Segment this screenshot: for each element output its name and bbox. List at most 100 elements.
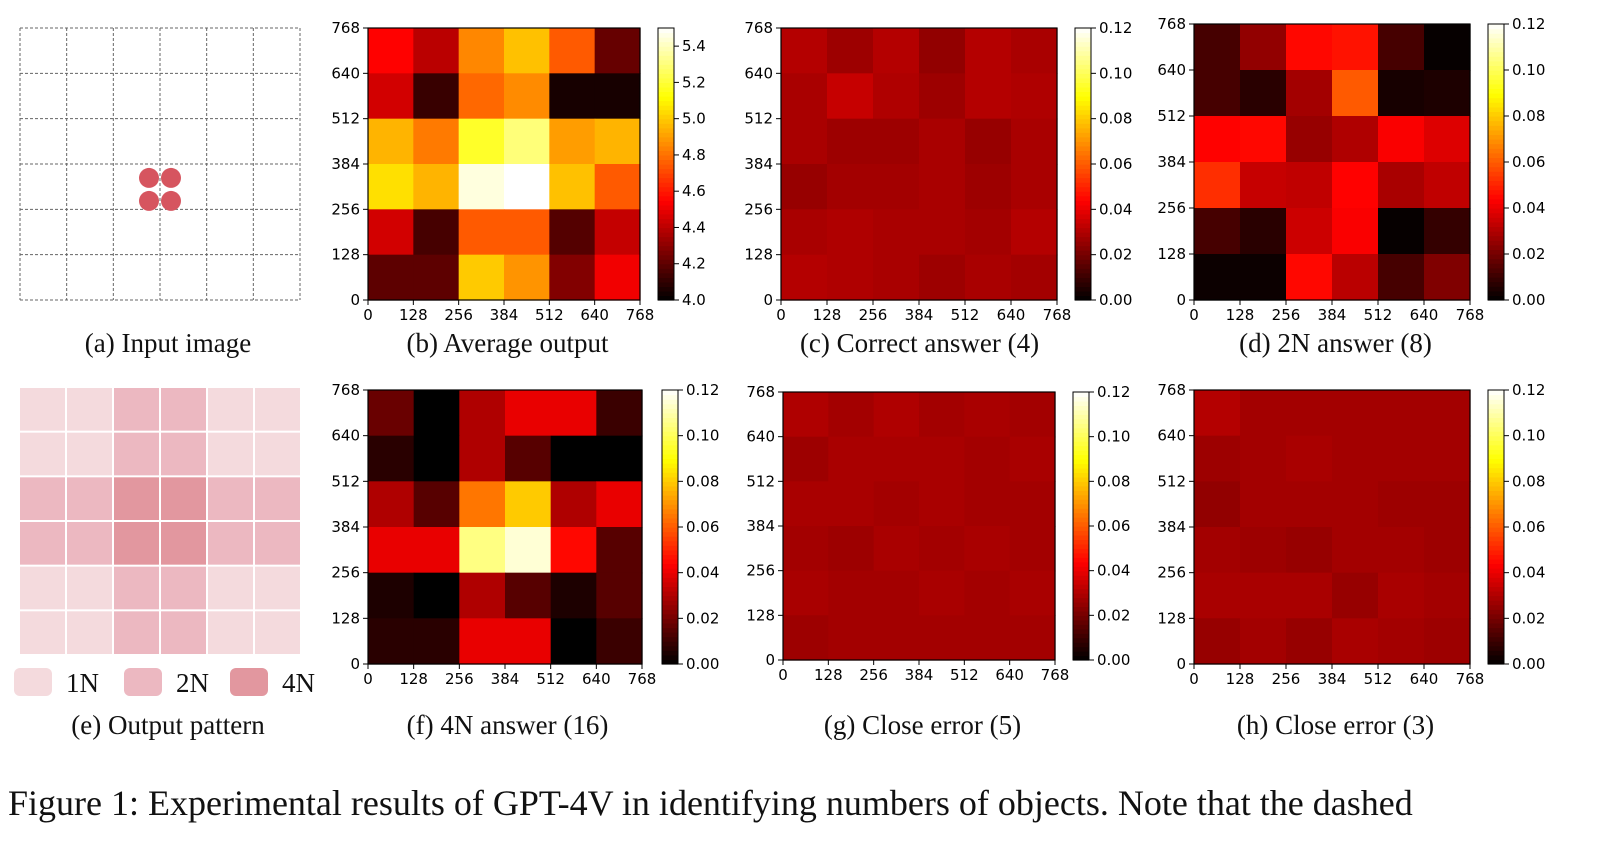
colorbar-segment <box>1488 563 1504 569</box>
colorbar-tick-label: 0.10 <box>1512 61 1545 79</box>
colorbar-tick-label: 4.6 <box>682 182 706 200</box>
colorbar-segment <box>1488 495 1504 501</box>
pattern-cell <box>255 566 300 610</box>
colorbar-tick-label: 0.02 <box>686 609 719 627</box>
colorbar-segment <box>662 463 678 469</box>
colorbar-segment <box>658 91 674 97</box>
colorbar-segment <box>1075 245 1091 251</box>
heatmap-cell <box>873 526 920 572</box>
heatmap-cell <box>1424 116 1471 163</box>
colorbar-tick-label: 0.12 <box>1099 19 1132 37</box>
y-tick-label: 640 <box>331 427 360 445</box>
colorbar-segment <box>662 554 678 560</box>
colorbar-segment <box>1075 213 1091 219</box>
colorbar-segment <box>658 73 674 79</box>
colorbar-segment <box>1073 454 1089 460</box>
colorbar-segment <box>658 123 674 129</box>
heatmap-cell <box>964 436 1011 482</box>
colorbar-segment <box>1488 254 1504 260</box>
heatmap-cell <box>459 527 506 574</box>
colorbar-segment <box>662 412 678 418</box>
heatmap-cell <box>1378 254 1425 301</box>
x-tick-label: 384 <box>905 306 934 324</box>
colorbar-segment <box>1488 189 1504 195</box>
heatmap-cell <box>504 164 550 210</box>
colorbar-segment <box>658 227 674 233</box>
colorbar-frame <box>657 27 675 301</box>
heatmap-cell <box>1424 481 1471 528</box>
colorbar-segment <box>1075 114 1091 120</box>
heatmap-cell <box>781 118 828 165</box>
colorbar-tick-label: 0.10 <box>686 427 719 445</box>
heatmap-cell <box>964 570 1011 616</box>
heatmap-cell <box>919 436 965 482</box>
colorbar-segment <box>1488 129 1504 135</box>
colorbar-segment <box>1488 412 1504 418</box>
colorbar-segment <box>1488 531 1504 537</box>
colorbar-segment <box>662 449 678 455</box>
y-tick-label: 512 <box>744 110 773 128</box>
colorbar-segment <box>658 41 674 47</box>
colorbar-tick-label: 0.00 <box>1512 291 1545 309</box>
colorbar-segment <box>1488 504 1504 510</box>
heatmap-cell <box>1332 24 1379 71</box>
colorbar-segment <box>1488 399 1504 405</box>
heatmap-cell <box>413 254 460 301</box>
colorbar-segment <box>1075 127 1091 133</box>
y-tick-label: 256 <box>331 564 360 582</box>
colorbar-segment <box>658 168 674 174</box>
colorbar-segment <box>1488 618 1504 624</box>
colorbar-segment <box>662 545 678 551</box>
colorbar-segment <box>662 399 678 405</box>
heatmap-cell <box>783 436 829 482</box>
colorbar-tick-label: 5.2 <box>682 73 706 91</box>
colorbar-segment <box>658 290 674 297</box>
colorbar-segment <box>1075 200 1091 206</box>
heatmap-cell <box>1194 435 1241 482</box>
colorbar-segment <box>658 186 674 192</box>
colorbar-segment <box>1073 597 1089 603</box>
heatmap-cell <box>1240 527 1287 574</box>
colorbar-segment <box>1073 409 1089 415</box>
colorbar-segment <box>1075 96 1091 102</box>
colorbar-segment <box>1073 615 1089 621</box>
colorbar-segment <box>1075 268 1091 274</box>
heatmap-d: 0 128 256 384 512 640 76801282563845126407680.… <box>1157 15 1545 324</box>
heatmap-cell <box>919 526 965 572</box>
colorbar-segment <box>662 549 678 555</box>
heatmap-cell <box>828 526 875 572</box>
colorbar-segment <box>662 481 678 487</box>
y-tick-label: 768 <box>331 19 360 37</box>
colorbar: 4.0 4.2 4.4 4.6 4.8 5.0 5.2 5.4 <box>657 27 706 309</box>
colorbar-segment <box>1073 414 1089 420</box>
colorbar-segment <box>1488 595 1504 601</box>
colorbar-segment <box>1073 628 1089 634</box>
x-tick-label: 512 <box>951 306 980 324</box>
heatmap-cell <box>1332 618 1379 665</box>
colorbar-segment <box>662 403 678 409</box>
heatmap-cell <box>1240 116 1287 163</box>
colorbar-tick-label: 4.4 <box>682 218 706 236</box>
x-tick-label: 0 <box>1189 306 1199 324</box>
colorbar-segment <box>662 572 678 578</box>
pattern-cell <box>67 388 112 431</box>
colorbar-segment <box>658 232 674 238</box>
colorbar-segment <box>1488 51 1504 57</box>
colorbar-segment <box>662 513 678 519</box>
heatmap-cell <box>1240 162 1287 209</box>
colorbar-segment <box>1075 105 1091 111</box>
x-tick-label: 384 <box>1318 306 1347 324</box>
heatmap-cell <box>1378 208 1425 255</box>
colorbar-segment <box>658 77 674 83</box>
colorbar-segment <box>1075 173 1091 179</box>
colorbar-segment <box>662 522 678 528</box>
colorbar-segment <box>658 154 674 161</box>
pattern-cell <box>208 477 253 520</box>
colorbar-segment <box>1073 441 1089 447</box>
colorbar-segment <box>662 636 678 642</box>
heatmap-cell <box>459 481 506 528</box>
x-tick-label: 384 <box>1318 670 1347 688</box>
heatmap-cell <box>1011 164 1058 210</box>
colorbar-segment <box>1488 267 1504 273</box>
